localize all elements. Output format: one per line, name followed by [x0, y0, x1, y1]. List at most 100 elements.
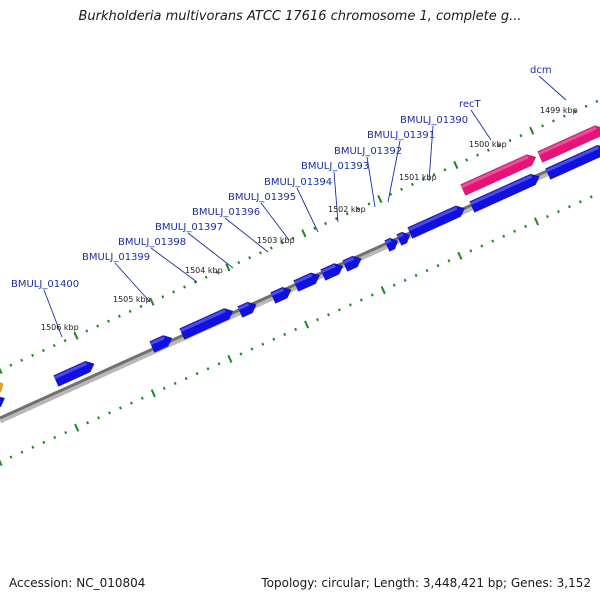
lower-tick [480, 244, 484, 248]
lower-tick [392, 283, 396, 287]
upper-tick [117, 314, 121, 318]
upper-tick [215, 270, 219, 274]
upper-tick [541, 124, 545, 128]
gene-leader-line [333, 171, 339, 223]
gene-arrow[interactable] [149, 332, 175, 353]
gene-arrow[interactable] [293, 270, 323, 292]
lower-tick [53, 435, 57, 440]
kbp-scale-label: 1500 kbp [469, 140, 507, 149]
label-layer: dcm recT BMULJ_01390 BMULJ_01391 BMULJ_01392… [11, 65, 578, 338]
gene-arrow-dcm[interactable] [537, 123, 600, 163]
lower-tick [140, 396, 144, 400]
gene-arrow[interactable] [237, 299, 259, 318]
gene-label[interactable]: BMULJ_01393 [301, 161, 369, 172]
gene-label[interactable]: BMULJ_01400 [11, 279, 79, 290]
lower-tick [108, 411, 111, 415]
gene-arrow[interactable] [179, 305, 236, 340]
upper-tick [41, 348, 45, 353]
gene-label[interactable]: BMULJ_01394 [264, 177, 332, 188]
summary-text: Topology: circular; Length: 3,448,421 bp… [261, 576, 591, 590]
lower-tick [359, 298, 363, 302]
gene-leader-line [296, 187, 319, 233]
upper-tick [161, 295, 165, 299]
gene-label[interactable]: BMULJ_01390 [400, 115, 468, 126]
lower-tick [129, 401, 133, 405]
upper-tick [183, 285, 186, 289]
gene-arrow[interactable] [0, 393, 7, 410]
gene-arrow[interactable] [342, 253, 364, 272]
gene-leader-line [538, 75, 567, 101]
lower-tick [457, 251, 463, 260]
gene-arrow[interactable] [469, 171, 542, 213]
upper-tick [377, 195, 383, 204]
gene-arrow[interactable] [545, 142, 600, 180]
lower-tick [294, 327, 298, 332]
lower-tick [239, 352, 243, 356]
upper-tick [497, 143, 501, 147]
gene-label[interactable]: BMULJ_01391 [367, 130, 435, 141]
lower-tick [567, 205, 571, 209]
gene-leader-line [114, 262, 151, 303]
gene-label[interactable]: BMULJ_01397 [155, 222, 223, 233]
gene-arrow[interactable] [320, 260, 346, 281]
gene-label[interactable]: BMULJ_01398 [118, 237, 186, 248]
upper-tick [432, 173, 436, 177]
upper-tick [237, 260, 241, 265]
lower-tick [513, 229, 517, 233]
kbp-scale-label: 1504 kbp [185, 266, 223, 275]
gene-arrow-orange[interactable] [0, 378, 6, 394]
lower-tick [447, 259, 451, 263]
gene-label[interactable]: recT [459, 99, 482, 110]
gene-arrow[interactable] [53, 358, 97, 387]
lower-tick [0, 459, 3, 467]
lower-tick [589, 195, 593, 199]
kbp-scale-label: 1501 kbp [399, 173, 437, 182]
gene-arrow[interactable] [384, 236, 401, 252]
gene-leader-line [187, 232, 234, 269]
gene-label[interactable]: BMULJ_01392 [334, 146, 402, 157]
lower-tick [119, 406, 122, 410]
upper-tick [573, 109, 577, 113]
gene-leader-line [366, 156, 376, 208]
gene-arrow[interactable] [396, 230, 413, 246]
upper-tick [107, 319, 110, 323]
lower-tick [425, 268, 429, 273]
upper-tick [258, 251, 262, 255]
lower-tick [533, 217, 540, 226]
upper-tick [63, 339, 67, 343]
gene-leader-line [150, 247, 198, 283]
lower-tick [502, 234, 506, 238]
upper-tick [269, 246, 273, 250]
lower-tick [338, 308, 341, 312]
gene-arrow-recT[interactable] [460, 152, 539, 196]
gene-label[interactable]: BMULJ_01395 [228, 192, 296, 203]
lower-tick [31, 445, 35, 449]
upper-tick [529, 126, 535, 135]
upper-tick [367, 202, 371, 206]
upper-tick [96, 324, 100, 328]
gene-label[interactable]: dcm [530, 65, 552, 76]
lower-tick [9, 455, 13, 459]
lower-tick [327, 313, 330, 317]
upper-tick [519, 134, 523, 138]
tick-layer [0, 99, 599, 467]
lower-tick [348, 303, 352, 307]
gene-arrow[interactable] [270, 284, 294, 304]
lower-tick [42, 440, 46, 444]
lower-tick [556, 210, 560, 214]
upper-tick [139, 304, 143, 309]
lower-tick [162, 386, 166, 390]
gene-label[interactable]: BMULJ_01399 [82, 252, 150, 263]
upper-tick [562, 114, 566, 118]
gene-arrow[interactable] [407, 203, 468, 239]
upper-tick [20, 358, 24, 362]
upper-tick [0, 367, 3, 375]
upper-tick [551, 119, 555, 123]
gene-label[interactable]: BMULJ_01396 [192, 207, 260, 218]
kbp-scale-label: 1502 kbp [328, 205, 366, 214]
upper-tick [204, 275, 208, 279]
upper-tick [280, 241, 284, 245]
lower-tick [403, 278, 407, 282]
lower-tick [414, 273, 418, 278]
